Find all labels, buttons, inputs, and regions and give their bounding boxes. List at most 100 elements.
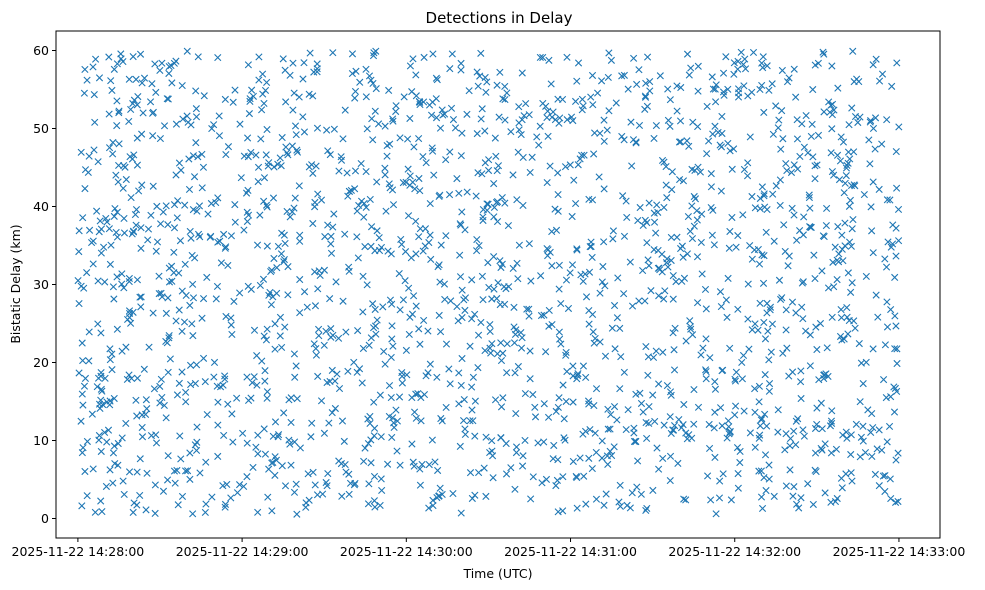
data-point (192, 87, 200, 95)
data-point (738, 375, 747, 383)
data-point (523, 305, 531, 313)
data-point (478, 170, 486, 178)
data-point (416, 225, 424, 233)
data-point (847, 242, 855, 250)
data-point (843, 161, 851, 169)
data-point (373, 178, 381, 186)
data-point (797, 367, 805, 375)
data-point (562, 351, 570, 359)
data-point (329, 49, 337, 57)
data-point (393, 417, 402, 425)
data-point (198, 184, 206, 192)
data-point (488, 295, 496, 303)
data-point (591, 334, 599, 343)
data-point (178, 492, 187, 501)
data-point (494, 279, 502, 287)
data-point (641, 93, 650, 101)
data-point (722, 296, 730, 304)
data-point (433, 76, 441, 84)
data-point (388, 300, 396, 308)
data-point (388, 186, 397, 194)
data-point (200, 92, 208, 100)
data-point (449, 116, 458, 124)
data-point (417, 417, 425, 425)
data-point (137, 224, 145, 232)
data-point (497, 263, 505, 272)
data-point (497, 403, 506, 411)
data-point (279, 55, 287, 63)
data-point (113, 325, 121, 333)
data-point (587, 93, 595, 101)
data-point (206, 233, 214, 241)
data-point (572, 199, 580, 208)
data-point (447, 297, 455, 305)
data-point (274, 431, 283, 439)
data-point (745, 345, 753, 353)
data-point (369, 136, 377, 144)
data-point (662, 162, 670, 171)
data-point (230, 297, 238, 305)
data-point (552, 407, 560, 415)
data-point (616, 502, 624, 510)
data-point (163, 476, 172, 484)
data-point (707, 183, 715, 191)
data-point (233, 394, 241, 402)
data-point (555, 328, 563, 336)
data-point (519, 201, 527, 210)
y-tick-label: 60 (33, 43, 49, 58)
data-point (844, 148, 853, 156)
data-point (254, 450, 262, 458)
data-point (227, 232, 236, 240)
data-point (424, 369, 432, 377)
data-point (75, 299, 83, 308)
data-point (357, 159, 365, 168)
data-point (436, 278, 444, 286)
data-point (113, 208, 121, 216)
data-point (797, 394, 805, 403)
data-point (669, 329, 677, 337)
data-point (342, 328, 350, 336)
data-point (546, 162, 554, 170)
data-point (608, 451, 616, 460)
data-point (325, 419, 333, 427)
data-point (351, 87, 360, 96)
data-point (646, 87, 654, 95)
data-point (550, 441, 558, 450)
data-point (755, 398, 763, 406)
data-point (280, 258, 288, 266)
data-point (622, 425, 630, 434)
data-point (845, 238, 854, 246)
data-point (768, 320, 777, 328)
data-point (765, 356, 773, 364)
data-point (823, 344, 831, 352)
data-point (697, 351, 705, 359)
data-point (317, 196, 326, 204)
data-point (666, 122, 674, 130)
data-point (309, 468, 317, 476)
data-point (115, 140, 123, 148)
data-point (335, 457, 343, 465)
data-point (628, 489, 636, 497)
data-point (151, 481, 159, 489)
data-point (309, 169, 317, 177)
data-point (300, 288, 309, 296)
data-point (249, 463, 257, 472)
data-point (268, 507, 276, 515)
data-point (415, 233, 423, 241)
data-point (475, 241, 483, 250)
data-point (471, 310, 479, 318)
data-point (794, 165, 802, 173)
data-point (193, 207, 201, 215)
data-point (106, 466, 114, 474)
data-point (633, 80, 641, 88)
data-point (160, 401, 168, 410)
data-point (164, 95, 172, 103)
data-point (779, 349, 787, 357)
data-point (894, 205, 903, 213)
data-point (527, 495, 535, 503)
data-point (526, 347, 534, 355)
data-point (420, 316, 428, 325)
data-point (176, 237, 185, 245)
data-point (560, 434, 568, 442)
data-point (826, 422, 835, 430)
